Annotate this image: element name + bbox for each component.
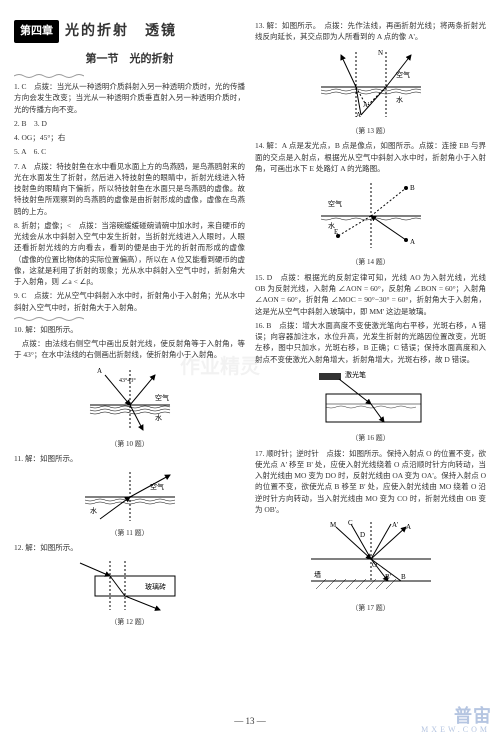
fig11-label: （第 11 题） xyxy=(14,528,245,539)
svg-text:激光笔: 激光笔 xyxy=(345,370,366,379)
chapter-title: 光的折射 透镜 xyxy=(65,21,177,42)
svg-text:空气: 空气 xyxy=(396,70,410,79)
svg-text:水: 水 xyxy=(396,95,403,104)
svg-text:B: B xyxy=(410,184,415,192)
svg-text:A: A xyxy=(356,111,361,119)
figure-17: M C D A' A O B' B 墙 （第 17 题） xyxy=(255,519,486,614)
q13: 13. 解：如图所示。 点拨：先作法线，再画折射光线；将两条折射光线反向延长，其… xyxy=(255,20,486,43)
svg-text:N: N xyxy=(378,49,383,57)
svg-text:A: A xyxy=(97,367,102,375)
svg-text:水: 水 xyxy=(328,221,335,230)
svg-text:墙: 墙 xyxy=(314,570,321,579)
svg-text:B': B' xyxy=(385,573,391,581)
fig13-label: （第 13 题） xyxy=(255,126,486,137)
svg-text:水: 水 xyxy=(90,506,97,515)
q8: 8. 折射；虚像；< 点拨：当溶碗缓缓碰碗请碗中加水时，来自硬币的光线会从水中斜… xyxy=(14,220,245,288)
q12: 12. 解：如图所示。 xyxy=(14,542,245,553)
q9: 9. C 点拨：光从空气中斜射入水中时，折射角小于入射角；光从水中斜射入空气中时… xyxy=(14,290,245,313)
q16: 16. B 点拨：增大水面高度不变使激光笔向右平移，光斑右移，A 错误；向容器加… xyxy=(255,320,486,365)
fig16-label: （第 16 题） xyxy=(255,433,486,444)
q4: 4. OG；45°；右 xyxy=(14,132,245,143)
section-title: 第一节 光的折射 xyxy=(14,51,245,68)
page-footer: — 13 — xyxy=(14,716,486,726)
right-column: 13. 解：如图所示。 点拨：先作法线，再画折射光线；将两条折射光线反向延长，其… xyxy=(255,20,486,712)
figure-13: 空气 水 N A A' （第 13 题） xyxy=(255,47,486,137)
svg-text:C: C xyxy=(348,519,353,527)
svg-text:O: O xyxy=(372,561,377,569)
svg-text:水: 水 xyxy=(155,413,162,422)
fig10-label: （第 10 题） xyxy=(14,439,245,450)
divider-wave-2 xyxy=(14,316,245,322)
q10-intro: 10. 解：如图所示。 xyxy=(14,324,245,335)
q10-hint: 点拨：由法线右侧空气中画出反射光线，使反射角等于入射角，等于 43°；在水中法线… xyxy=(14,338,245,361)
svg-text:M: M xyxy=(330,521,337,529)
svg-text:B: B xyxy=(401,573,406,581)
svg-text:A: A xyxy=(406,523,411,531)
svg-text:玻璃砖: 玻璃砖 xyxy=(145,582,166,591)
left-column: 第四章 光的折射 透镜 第一节 光的折射 1. C 点拨：当光从一种透明介质斜射… xyxy=(14,20,245,712)
q11: 11. 解：如图所示。 xyxy=(14,453,245,464)
svg-text:A': A' xyxy=(392,521,398,529)
q14: 14. 解：A 点是发光点，B 点是像点，如图所示。点拨：连接 EB 与界面的交… xyxy=(255,140,486,174)
svg-text:空气: 空气 xyxy=(155,393,169,402)
q15: 15. D 点拨：根据光的反射定律可知，光线 AO 为入射光线，光线 OB 为反… xyxy=(255,272,486,317)
svg-text:A: A xyxy=(410,238,415,246)
figure-14: B A E 空气 水 （第 14 题） xyxy=(255,178,486,268)
figure-16: 激光笔 （第 16 题） xyxy=(255,369,486,444)
q7: 7. A 点拨：特技射鱼在水中看见水面上方的鸟燕鸥，是鸟燕鸥射来的光在水面发生了… xyxy=(14,161,245,217)
svg-text:A': A' xyxy=(363,101,369,109)
fig12-label: （第 12 题） xyxy=(14,617,245,628)
fig17-label: （第 17 题） xyxy=(255,603,486,614)
figure-10: 43°43° 空气 水 A （第 10 题） xyxy=(14,365,245,450)
q5-6: 5. A 6. C xyxy=(14,146,245,157)
svg-text:D: D xyxy=(360,531,365,539)
watermark-sub: MXEW.COM xyxy=(421,725,490,734)
svg-text:空气: 空气 xyxy=(150,482,164,491)
q17: 17. 顺时针；逆时针 点拨：如图所示。保持入射点 O 的位置不变，欲使光点 A… xyxy=(255,448,486,516)
figure-11: 水 空气 （第 11 题） xyxy=(14,469,245,539)
svg-text:43°43°: 43°43° xyxy=(119,377,136,384)
svg-text:空气: 空气 xyxy=(328,199,342,208)
figure-12: 玻璃砖 （第 12 题） xyxy=(14,558,245,628)
divider-wave xyxy=(14,73,245,79)
chapter-badge: 第四章 xyxy=(14,20,59,43)
fig14-label: （第 14 题） xyxy=(255,257,486,268)
q2-3: 2. B 3. D xyxy=(14,118,245,129)
chapter-header: 第四章 光的折射 透镜 xyxy=(14,20,245,43)
q1: 1. C 点拨：当光从一种透明介质斜射入另一种透明介质时，光的传播方向会发生改变… xyxy=(14,81,245,115)
